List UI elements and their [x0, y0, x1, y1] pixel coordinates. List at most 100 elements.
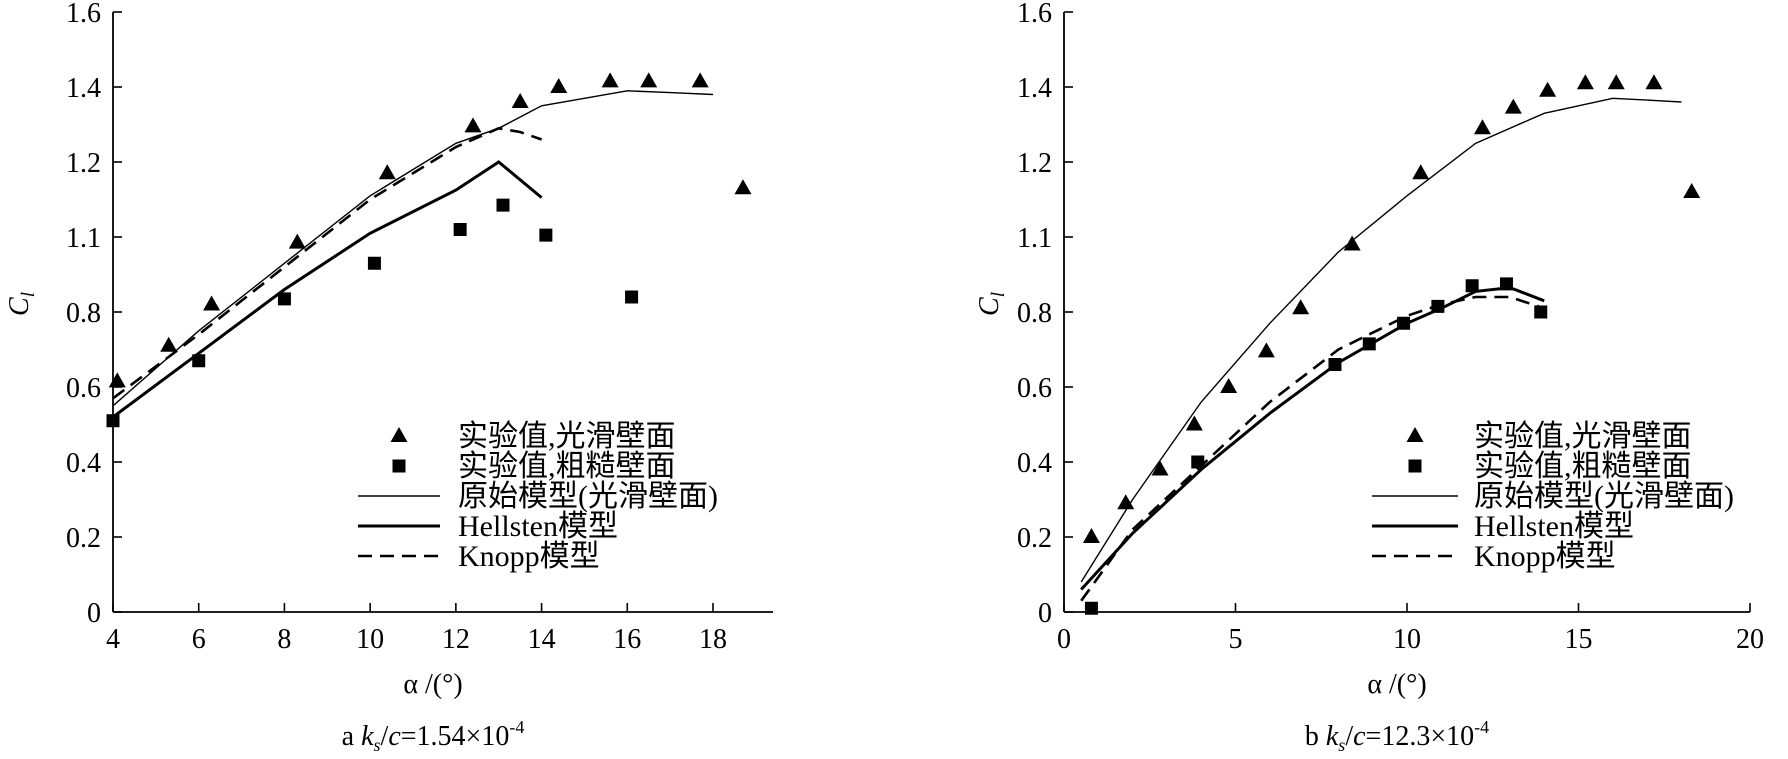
legend-marker-triangle: [1406, 427, 1424, 442]
data-point-square: [106, 414, 120, 428]
series-1: [106, 198, 639, 428]
x-tick-label: 0: [1057, 624, 1071, 655]
y-axis-title-var: C: [974, 297, 1005, 316]
legend-item: 原始模型(光滑壁面): [1372, 480, 1734, 513]
y-axis-title: Cl: [4, 292, 39, 316]
data-point-triangle: [160, 336, 178, 352]
series-line: [1080, 295, 1545, 602]
data-point-triangle: [108, 372, 126, 388]
legend: 实验值,光滑壁面实验值,粗糙壁面原始模型(光滑壁面)Hellsten模型Knop…: [358, 420, 718, 573]
series-0: [1082, 74, 1701, 543]
x-axis-title: α /(°): [403, 669, 462, 700]
data-point-triangle: [1257, 342, 1275, 358]
legend-item: 实验值,光滑壁面: [390, 420, 676, 453]
caption-part: a: [342, 721, 361, 752]
legend-label: Hellsten模型: [1474, 510, 1634, 543]
x-tick-label: 15: [1565, 624, 1593, 655]
data-point-triangle: [1185, 415, 1203, 431]
y-tick-label: 0: [1038, 598, 1052, 629]
data-point-triangle: [734, 179, 752, 195]
x-tick-label: 4: [106, 624, 120, 655]
data-point-triangle: [640, 72, 658, 88]
data-point-triangle: [601, 72, 619, 88]
legend-label: 实验值,粗糙壁面: [1474, 450, 1692, 483]
series-2: [112, 90, 714, 407]
caption-part: /: [381, 721, 389, 752]
y-tick-label: 0.2: [66, 523, 101, 554]
data-point-square: [539, 228, 553, 242]
legend-label: Hellsten模型: [458, 510, 618, 543]
data-point-square: [367, 256, 381, 270]
caption-part: s: [1338, 735, 1345, 755]
caption-part: -4: [509, 717, 524, 737]
legend-marker-triangle: [390, 427, 408, 442]
data-point-square: [1465, 279, 1479, 293]
series-4: [112, 126, 543, 400]
data-point-triangle: [203, 295, 221, 311]
data-point-triangle: [1151, 460, 1169, 476]
chart-b: 0 0.2 0.4 0.6 0.8 1.1 1.2 1.4 1.6 0 5 10 15 20 α /(°) C…: [974, 0, 1764, 755]
caption-part: s: [374, 735, 381, 755]
x-tick-label: 12: [442, 624, 470, 655]
caption-part: k: [361, 721, 374, 752]
legend-item: Hellsten模型: [358, 510, 618, 543]
legend-label: 实验值,粗糙壁面: [458, 450, 676, 483]
legend-label: 原始模型(光滑壁面): [458, 480, 718, 513]
y-tick-label: 0.4: [1017, 448, 1052, 479]
data-point-triangle: [1292, 299, 1310, 315]
y-tick-label: 0.8: [66, 298, 101, 329]
legend-label: Knopp模型: [1474, 540, 1616, 573]
y-axis-title-sub: l: [18, 292, 39, 297]
data-point-triangle: [1343, 235, 1361, 251]
data-point-triangle: [1607, 74, 1625, 90]
legend-label: 实验值,光滑壁面: [1474, 420, 1692, 453]
x-tick-label: 10: [356, 624, 384, 655]
y-tick-label: 0.8: [1017, 298, 1052, 329]
caption-part: k: [1326, 721, 1339, 752]
caption-part: b: [1305, 721, 1326, 752]
legend-label: 原始模型(光滑壁面): [1474, 480, 1734, 513]
x-tick-label: 20: [1736, 624, 1764, 655]
y-tick-label: 1.4: [1017, 73, 1052, 104]
data-point-triangle: [511, 93, 529, 108]
data-point-triangle: [1683, 183, 1701, 198]
x-tick-label: 10: [1393, 624, 1421, 655]
series-3: [112, 160, 543, 419]
chart-caption: a ks/c=1.54×10-4: [342, 717, 525, 755]
data-point-square: [277, 292, 291, 306]
x-tick-label: 16: [613, 624, 641, 655]
caption-part: c: [1353, 721, 1366, 752]
series-line: [1080, 97, 1682, 583]
y-tick-label: 0.6: [1017, 373, 1052, 404]
y-tick-label: 0: [87, 598, 101, 629]
data-point-square: [453, 223, 467, 236]
data-point-square: [1084, 601, 1098, 615]
caption-part: -4: [1474, 717, 1489, 737]
series-line: [112, 160, 543, 419]
data-point-triangle: [1539, 81, 1557, 97]
y-tick-label: 1.1: [66, 223, 101, 254]
y-axis-title-var: C: [4, 297, 35, 316]
data-point-triangle: [1412, 164, 1430, 180]
data-point-triangle: [1082, 528, 1100, 543]
x-tick-label: 5: [1229, 624, 1243, 655]
y-tick-label: 0.6: [66, 373, 101, 404]
y-tick-label: 0.4: [66, 448, 101, 479]
x-tick-label: 18: [699, 624, 727, 655]
data-point-triangle: [288, 233, 306, 249]
data-point-triangle: [464, 117, 482, 133]
caption-part: =12.3×10: [1366, 721, 1475, 752]
legend-item: 实验值,粗糙壁面: [1408, 450, 1692, 483]
x-tick-label: 6: [192, 624, 206, 655]
data-point-triangle: [1220, 378, 1238, 393]
y-tick-label: 1.6: [66, 0, 101, 29]
data-point-triangle: [1645, 74, 1663, 90]
data-point-triangle: [1576, 74, 1594, 90]
data-point-triangle: [691, 72, 709, 88]
legend-item: Hellsten模型: [1372, 510, 1634, 543]
y-tick-label: 1.6: [1017, 0, 1052, 29]
series-4: [1080, 295, 1545, 602]
y-tick-label: 1.2: [1017, 148, 1052, 179]
caption-part: /: [1345, 721, 1353, 752]
